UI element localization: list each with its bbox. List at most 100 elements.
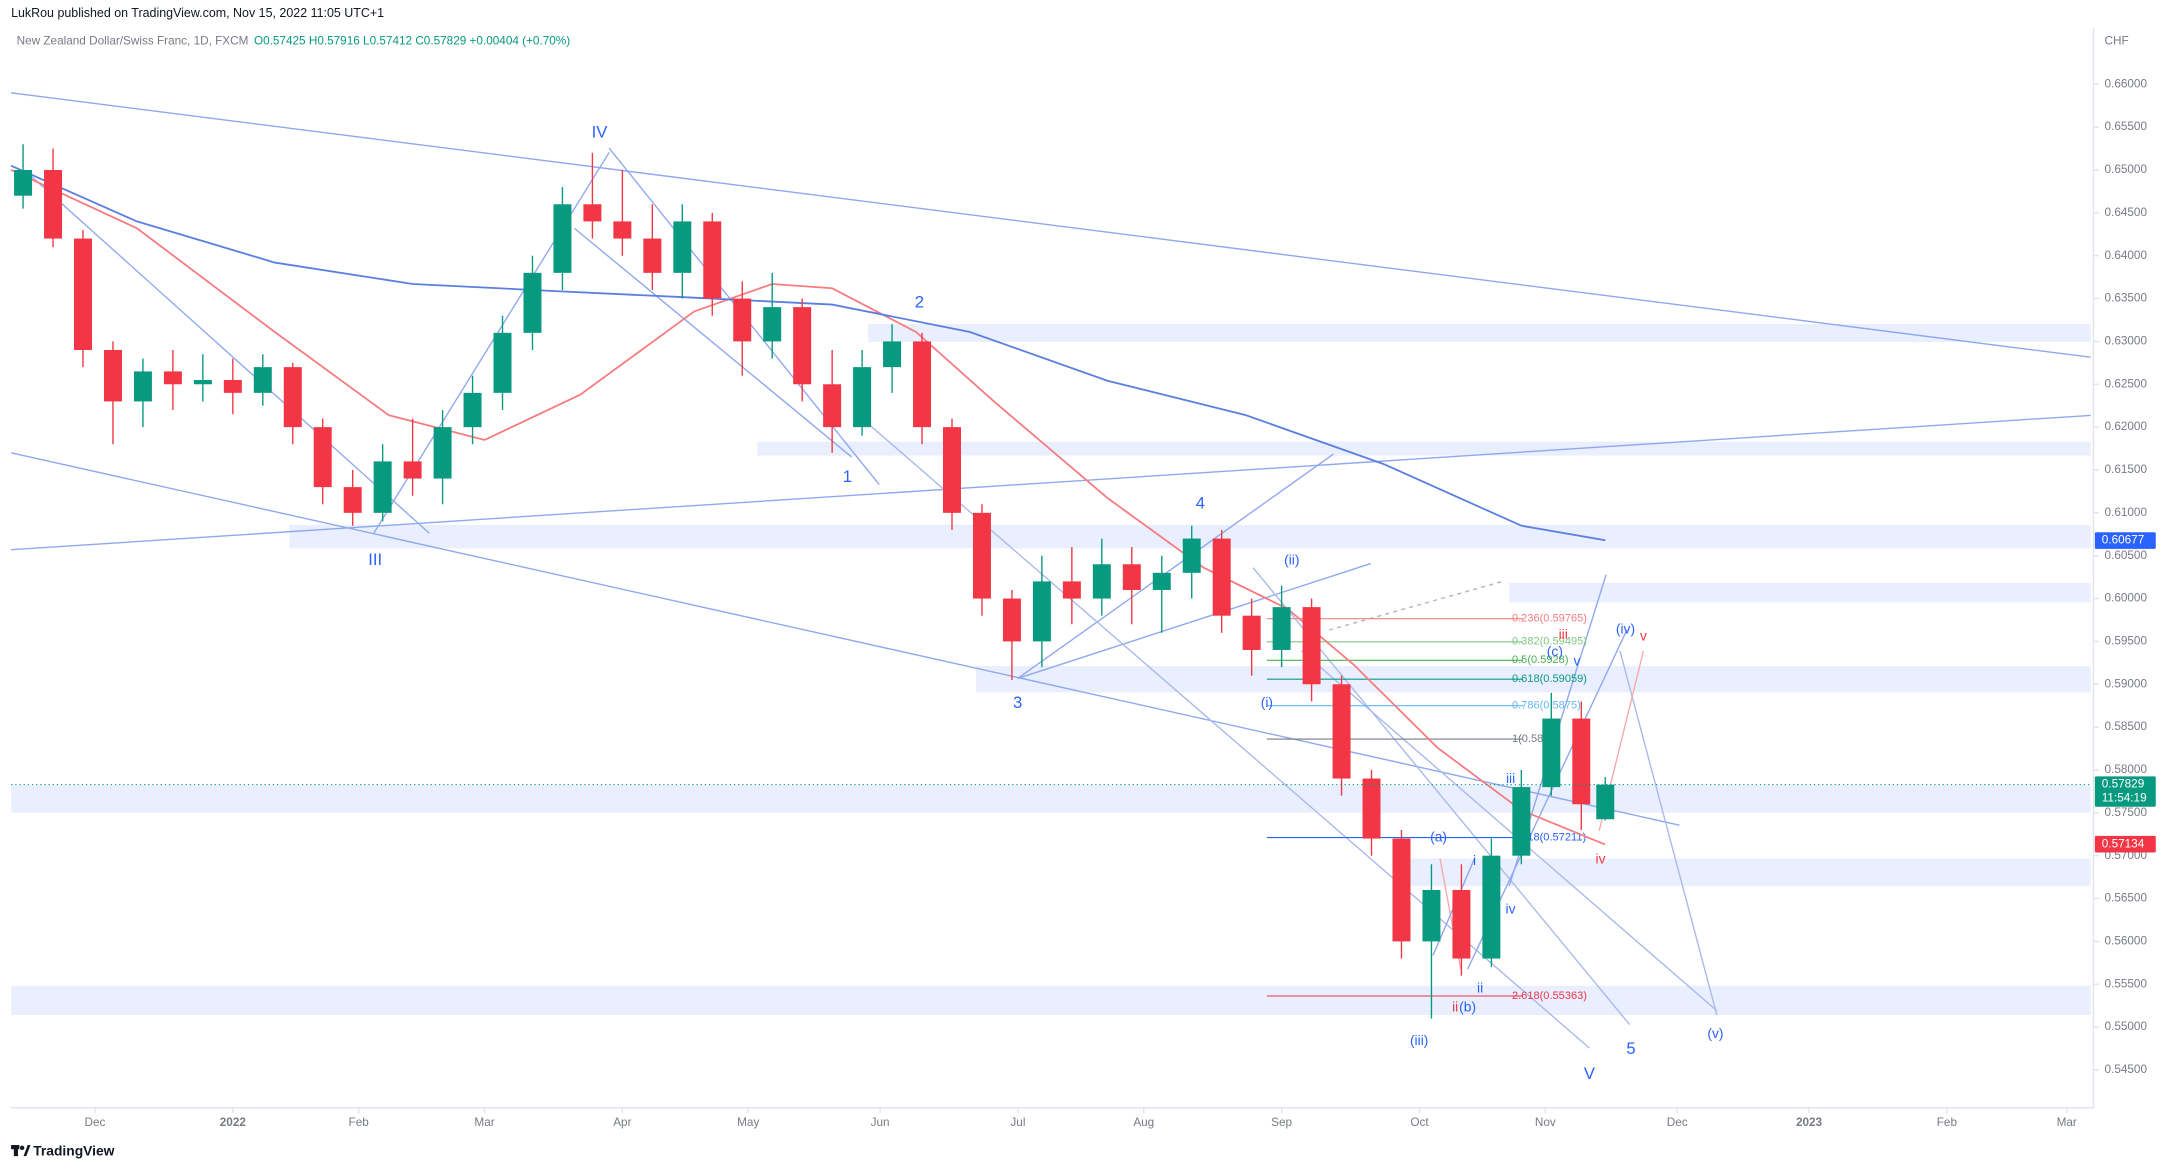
supply-demand-zone: [868, 324, 2091, 343]
wave-label: 2: [915, 293, 924, 312]
x-tick-label: May: [737, 1116, 759, 1129]
candle-body: [193, 379, 212, 385]
candle-body: [373, 461, 392, 513]
y-tick-label: 0.62000: [2105, 420, 2148, 433]
candle-body: [1092, 564, 1111, 599]
fib-label: 0.5(0.5928): [1512, 654, 1569, 666]
candle-body: [1212, 538, 1231, 616]
candle-body: [44, 169, 63, 239]
y-tick-label: 0.63500: [2105, 292, 2148, 305]
candle-body: [823, 384, 842, 428]
wave-label: (iii): [1410, 1032, 1428, 1048]
x-tick-label: Feb: [1937, 1116, 1958, 1129]
candle-body: [673, 221, 692, 273]
y-tick-label: 0.61500: [2105, 463, 2148, 476]
logo-part: [19, 1145, 25, 1151]
candle-body: [913, 341, 932, 428]
y-tick-label: 0.66000: [2105, 77, 2148, 90]
y-tick-label: 0.58500: [2105, 720, 2148, 733]
wave-label: i: [1473, 852, 1476, 868]
wave-label: (a): [1430, 828, 1447, 844]
y-tick-label: 0.59500: [2105, 635, 2148, 648]
publish-header: LukRou published on TradingView.com, Nov…: [11, 6, 384, 20]
trend-line: [1619, 650, 1718, 1016]
y-tick-label: 0.65500: [2105, 120, 2148, 133]
wave-label: (v): [1707, 1025, 1723, 1041]
candle-body: [1542, 718, 1561, 788]
fib-label: 0.786(0.5875): [1512, 700, 1581, 712]
logo-part: [13, 1145, 18, 1157]
brand[interactable]: TradingView: [33, 1143, 114, 1159]
plot-area: 0.236(0.59765) 0.382(0.59495) 0.5(0.5928) 0…: [10, 92, 2091, 1083]
fib-label: 0.382(0.59495): [1512, 636, 1587, 648]
wave-label: III: [368, 550, 382, 569]
candle-body: [313, 427, 332, 488]
supply-demand-zone: [11, 985, 2091, 1015]
brand-logo: [11, 1145, 31, 1157]
wave-label: 5: [1626, 1039, 1635, 1058]
candle-body: [853, 367, 872, 428]
wave-label: iii: [1559, 626, 1568, 642]
x-tick-label: 2023: [1796, 1116, 1823, 1129]
trend-line: [1301, 650, 1718, 1012]
candle-body: [613, 221, 632, 239]
x-tick-label: Mar: [474, 1116, 494, 1129]
unit-label: CHF: [2105, 35, 2129, 48]
x-tick-label: 2022: [220, 1116, 247, 1129]
x-tick-label: Apr: [613, 1116, 631, 1129]
trend-line: [1017, 453, 1334, 680]
x-tick-label: Feb: [349, 1116, 370, 1129]
y-tick-label: 0.57500: [2105, 806, 2148, 819]
candle-body: [1362, 778, 1381, 839]
candle-body: [523, 272, 542, 333]
wave-label: v: [1574, 652, 1581, 668]
candle-body: [733, 298, 752, 342]
x-tick-label: Aug: [1133, 1116, 1154, 1129]
price-tag-label: 0.60677: [2102, 534, 2144, 547]
candle-body: [1332, 684, 1351, 779]
x-tick-label: Mar: [2057, 1116, 2077, 1129]
trend-line: [1017, 562, 1371, 680]
candle-body: [1032, 581, 1051, 642]
y-tick-label: 0.64000: [2105, 249, 2148, 262]
trend-line: [10, 452, 1680, 826]
candle-body: [1392, 838, 1411, 942]
supply-demand-zone: [757, 441, 2091, 456]
candle-body: [463, 392, 482, 428]
price-tag: [2094, 532, 2156, 549]
x-tick-label: Sep: [1271, 1116, 1292, 1129]
trend-line: [11, 414, 2091, 551]
trend-line: [574, 227, 852, 458]
y-tick-label: 0.62500: [2105, 377, 2148, 390]
candle-body: [133, 371, 152, 402]
y-tick-label: 0.60500: [2105, 549, 2148, 562]
x-tick-label: Jul: [1010, 1116, 1025, 1129]
y-tick-label: 0.65000: [2105, 163, 2148, 176]
supply-demand-zone: [11, 785, 2091, 813]
y-tick-label: 0.56000: [2105, 935, 2148, 948]
y-tick-label: 0.59000: [2105, 677, 2148, 690]
candle-body: [1422, 889, 1441, 942]
wave-label: 4: [1196, 493, 1205, 512]
x-tick-label: Dec: [1667, 1116, 1688, 1129]
y-tick-label: 0.54500: [2105, 1063, 2148, 1076]
y-tick-label: 0.55000: [2105, 1020, 2148, 1033]
trend-line: [10, 92, 2091, 358]
candle-body: [403, 461, 422, 479]
wave-label: v: [1640, 628, 1647, 644]
candle-body: [253, 367, 272, 393]
fib-label: 0.236(0.59765): [1512, 613, 1587, 625]
candle-body: [1482, 855, 1501, 959]
candle-body: [74, 238, 92, 350]
wave-label: iv: [1506, 900, 1516, 916]
x-tick-label: Oct: [1410, 1116, 1429, 1129]
candle-body: [883, 341, 902, 368]
x-tick-label: Jun: [871, 1116, 890, 1129]
candle-body: [1452, 889, 1471, 959]
candle-body: [223, 379, 242, 393]
y-tick-label: 0.58000: [2105, 763, 2148, 776]
candle-body: [1152, 572, 1171, 590]
candle-body: [1062, 581, 1081, 599]
